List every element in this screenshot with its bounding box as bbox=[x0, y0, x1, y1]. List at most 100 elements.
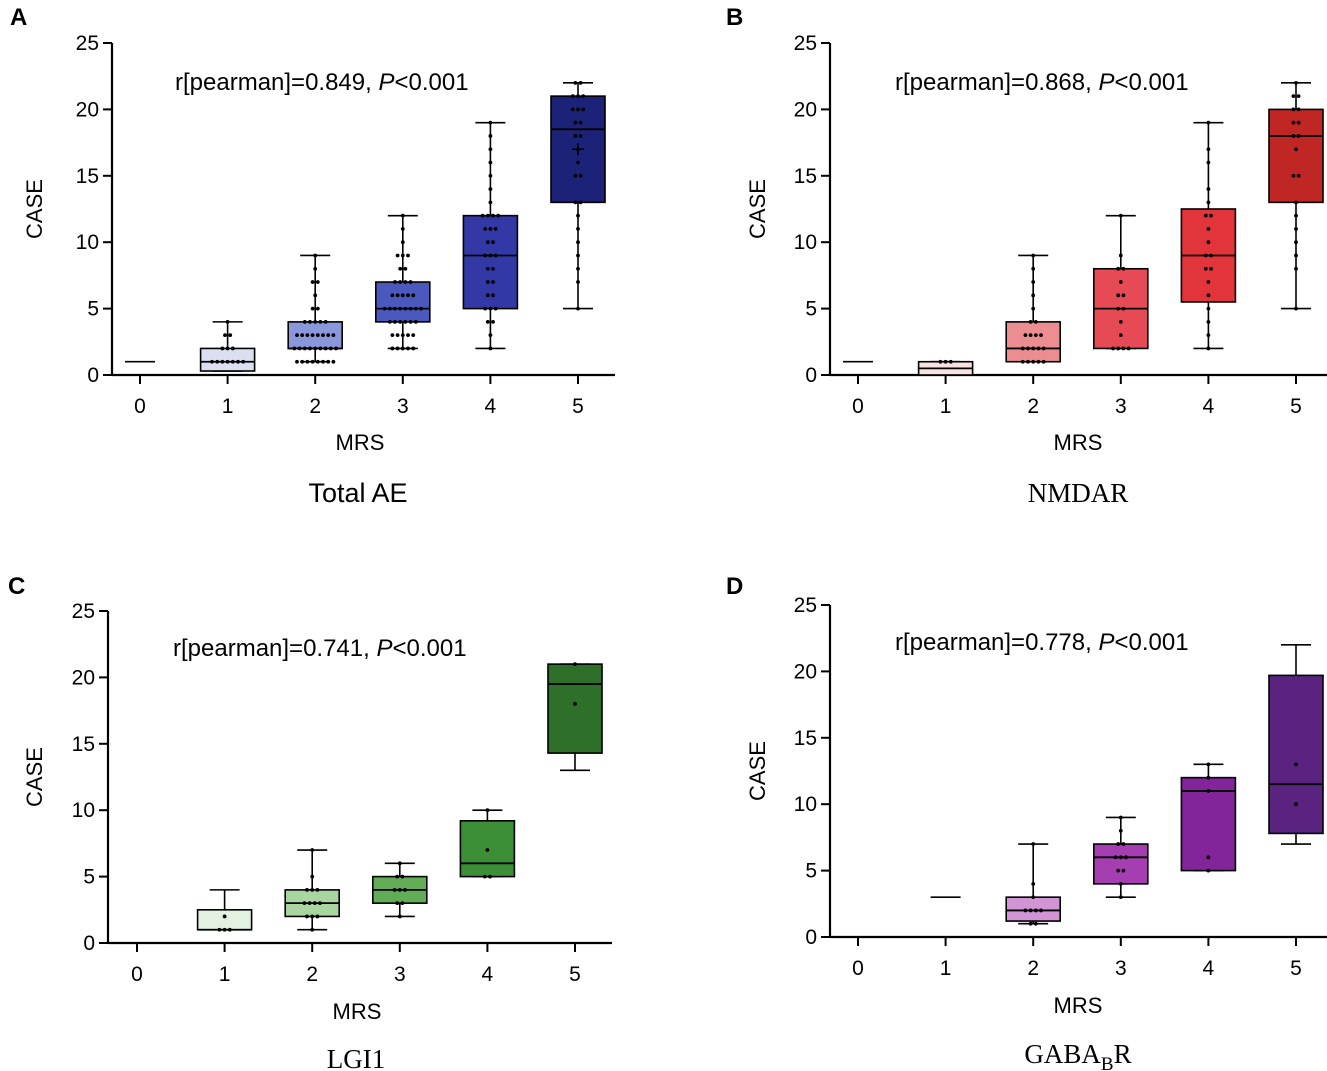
data-point bbox=[312, 901, 317, 906]
data-point bbox=[313, 266, 318, 271]
data-point bbox=[411, 293, 416, 298]
data-point bbox=[393, 306, 397, 311]
data-point bbox=[318, 319, 323, 324]
box-mrs-4 bbox=[459, 808, 516, 879]
data-point bbox=[393, 280, 397, 284]
data-point bbox=[400, 253, 405, 258]
data-point bbox=[1203, 266, 1208, 271]
x-axis-label: MRS bbox=[1054, 430, 1103, 455]
data-point bbox=[307, 901, 312, 906]
box-mrs-5 bbox=[1268, 80, 1324, 311]
data-point bbox=[308, 346, 312, 351]
data-point bbox=[328, 346, 333, 351]
data-point bbox=[295, 333, 299, 338]
data-point bbox=[482, 874, 487, 879]
data-point bbox=[573, 662, 577, 667]
box-mrs-2 bbox=[284, 848, 341, 932]
data-point bbox=[485, 293, 490, 298]
chart-title-main: NMDAR bbox=[1028, 478, 1129, 508]
data-point bbox=[236, 359, 240, 364]
data-point bbox=[578, 120, 583, 125]
box-iqr bbox=[1005, 321, 1062, 363]
panel-letter: D bbox=[726, 573, 743, 600]
data-point bbox=[315, 887, 320, 892]
data-point bbox=[398, 306, 403, 311]
data-point bbox=[1296, 120, 1301, 125]
data-point bbox=[1118, 895, 1123, 900]
data-point bbox=[493, 227, 498, 231]
data-point bbox=[400, 901, 405, 906]
data-point bbox=[400, 240, 405, 245]
data-point bbox=[382, 306, 387, 311]
y-tick-label: 15 bbox=[72, 733, 95, 756]
data-point bbox=[222, 927, 227, 932]
data-point bbox=[1291, 107, 1296, 112]
data-point bbox=[1294, 306, 1298, 311]
y-tick-label: 25 bbox=[794, 594, 817, 617]
y-tick-label: 10 bbox=[794, 231, 817, 254]
data-point bbox=[576, 160, 580, 165]
data-point bbox=[323, 319, 328, 324]
box-iqr bbox=[547, 663, 603, 754]
box-iqr bbox=[1268, 674, 1324, 835]
data-point bbox=[1023, 908, 1028, 913]
data-point bbox=[398, 280, 403, 284]
data-point bbox=[578, 80, 583, 85]
data-point bbox=[1116, 842, 1121, 846]
chart-title-subscript: B bbox=[1101, 1054, 1114, 1071]
data-point bbox=[1209, 253, 1213, 258]
data-point bbox=[1121, 346, 1126, 351]
x-tick-label: 1 bbox=[219, 963, 231, 986]
data-point bbox=[395, 346, 400, 351]
data-point bbox=[395, 293, 400, 298]
data-point bbox=[310, 333, 315, 338]
correlation-annotation: r[pearman]=0.849, P<0.001 bbox=[175, 69, 469, 96]
box-mrs-1 bbox=[196, 889, 253, 932]
data-point bbox=[1206, 333, 1211, 338]
y-axis-label: CASE bbox=[745, 741, 770, 801]
data-point bbox=[1203, 213, 1208, 218]
y-tick-label: 0 bbox=[83, 932, 95, 955]
box-iqr bbox=[462, 214, 519, 310]
data-point bbox=[1036, 346, 1041, 351]
data-point bbox=[220, 346, 225, 351]
data-point bbox=[400, 874, 405, 879]
data-point bbox=[406, 253, 410, 258]
data-point bbox=[1116, 293, 1121, 298]
chart-panel-d: D 0 5 10 15 20 25 0 1 2 3 4 5 MRS CASE r[pearman]=0.778… bbox=[726, 573, 1327, 1071]
x-tick-label: 3 bbox=[1115, 395, 1127, 418]
data-point bbox=[390, 346, 395, 351]
x-tick-label: 1 bbox=[940, 957, 952, 980]
data-point bbox=[480, 213, 485, 218]
y-tick-label: 15 bbox=[794, 165, 817, 188]
box-mrs-5 bbox=[547, 662, 603, 772]
data-point bbox=[300, 359, 305, 364]
data-point bbox=[1033, 921, 1038, 926]
data-point bbox=[225, 319, 230, 324]
data-point bbox=[483, 253, 488, 258]
data-point bbox=[1294, 762, 1298, 767]
data-point bbox=[1206, 293, 1211, 298]
data-point bbox=[576, 253, 580, 258]
data-point bbox=[1028, 319, 1033, 324]
data-point bbox=[576, 213, 580, 218]
data-point bbox=[573, 200, 578, 205]
x-tick-label: 0 bbox=[134, 395, 146, 418]
data-point bbox=[491, 213, 495, 218]
data-point bbox=[390, 333, 395, 338]
y-tick-label: 5 bbox=[87, 298, 99, 321]
data-point bbox=[1291, 173, 1296, 178]
data-point bbox=[315, 280, 320, 284]
box-mrs-1 bbox=[199, 319, 256, 372]
data-point bbox=[576, 94, 580, 99]
data-point bbox=[1206, 789, 1211, 793]
y-tick-label: 25 bbox=[76, 32, 99, 55]
data-point bbox=[1296, 94, 1301, 99]
data-point bbox=[323, 346, 328, 351]
panel-letter: C bbox=[8, 573, 25, 600]
data-point bbox=[413, 319, 418, 324]
data-point bbox=[1206, 280, 1211, 284]
y-tick-label: 20 bbox=[794, 660, 817, 683]
x-axis-label: MRS bbox=[1054, 993, 1103, 1018]
box-mrs-2 bbox=[1005, 253, 1062, 364]
